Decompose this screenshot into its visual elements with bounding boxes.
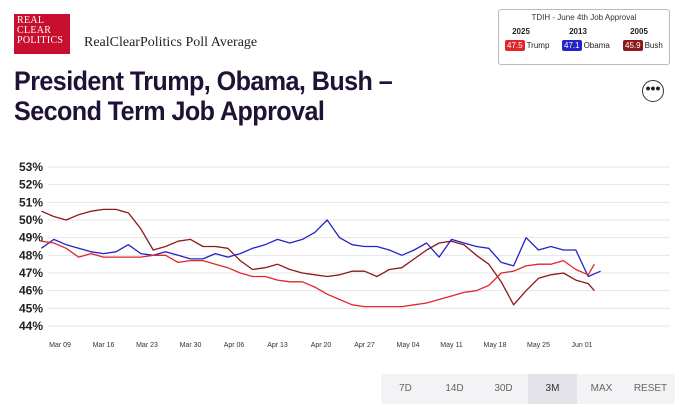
y-tick-label: 52%	[19, 178, 43, 192]
x-tick-label: Apr 06	[224, 342, 245, 349]
series-line-bush	[41, 208, 595, 306]
y-tick-label: 50%	[19, 213, 43, 227]
logo-line3: POLITICS	[17, 35, 64, 46]
x-tick-label: Mar 23	[136, 342, 158, 349]
time-range-selector: 7D 14D 30D 3M MAX RESET	[381, 374, 675, 404]
y-tick-label: 45%	[19, 301, 43, 315]
legend-name: Obama	[583, 41, 610, 50]
x-tick-label: Mar 09	[49, 342, 71, 349]
legend-name: Bush	[644, 41, 663, 50]
x-tick-label: May 18	[484, 342, 507, 349]
x-tick-label: May 25	[527, 342, 550, 349]
y-tick-label: 47%	[19, 266, 43, 280]
range-reset-button[interactable]: RESET	[633, 383, 668, 394]
series-line-trump	[41, 240, 595, 308]
range-14d-button[interactable]: 14D	[445, 383, 464, 394]
range-3m-button[interactable]: 3M	[528, 374, 577, 404]
title-line1: President Trump, Obama, Bush –	[14, 66, 393, 96]
series-line-obama	[41, 219, 601, 278]
legend-year: 2025	[512, 27, 530, 36]
ellipsis-icon[interactable]: •••	[642, 80, 664, 102]
y-tick-label: 44%	[19, 319, 43, 333]
page-title: President Trump, Obama, Bush – Second Te…	[14, 66, 393, 126]
legend-item-trump: 2025 47.5 Trump	[505, 27, 561, 51]
y-tick-label: 48%	[19, 248, 43, 262]
approval-line-chart: 53% 52% 51% 50% 49% 48% 47% 46% 45% 44% Mar 09 Mar …	[19, 160, 670, 349]
title-line2: Second Term Job Approval	[14, 96, 325, 126]
rcp-logo: REAL CLEAR POLITICS	[14, 14, 70, 54]
x-tick-label: Mar 16	[93, 342, 115, 349]
approval-legend: TDIH - June 4th Job Approval 2025 47.5 Tr…	[498, 9, 670, 65]
range-max-button[interactable]: MAX	[590, 383, 613, 394]
y-tick-label: 46%	[19, 284, 43, 298]
x-tick-label: Jun 01	[571, 342, 592, 349]
legend-title: TDIH - June 4th Job Approval	[531, 13, 637, 22]
legend-item-bush: 2005 45.9 Bush	[623, 27, 679, 51]
y-tick-label: 53%	[19, 160, 43, 174]
y-tick-label: 51%	[19, 195, 43, 209]
logo-line2: CLEAR	[17, 25, 52, 36]
x-tick-label: Apr 20	[311, 342, 332, 349]
x-tick-label: May 11	[440, 342, 463, 349]
y-tick-label: 49%	[19, 231, 43, 245]
page-subtitle: RealClearPolitics Poll Average	[84, 35, 258, 50]
legend-year: 2005	[630, 27, 648, 36]
legend-value: 47.5	[505, 40, 525, 51]
legend-year: 2013	[569, 27, 587, 36]
range-30d-button[interactable]: 30D	[494, 383, 513, 394]
legend-value: 47.1	[562, 40, 582, 51]
x-tick-label: May 04	[397, 342, 420, 349]
legend-item-obama: 2013 47.1 Obama	[562, 27, 618, 51]
x-tick-label: Apr 13	[267, 342, 288, 349]
range-7d-button[interactable]: 7D	[399, 383, 412, 394]
legend-value: 45.9	[623, 40, 643, 51]
x-tick-label: Mar 30	[180, 342, 202, 349]
x-tick-label: Apr 27	[354, 342, 375, 349]
legend-name: Trump	[526, 41, 550, 50]
logo-line1: REAL	[17, 15, 45, 26]
